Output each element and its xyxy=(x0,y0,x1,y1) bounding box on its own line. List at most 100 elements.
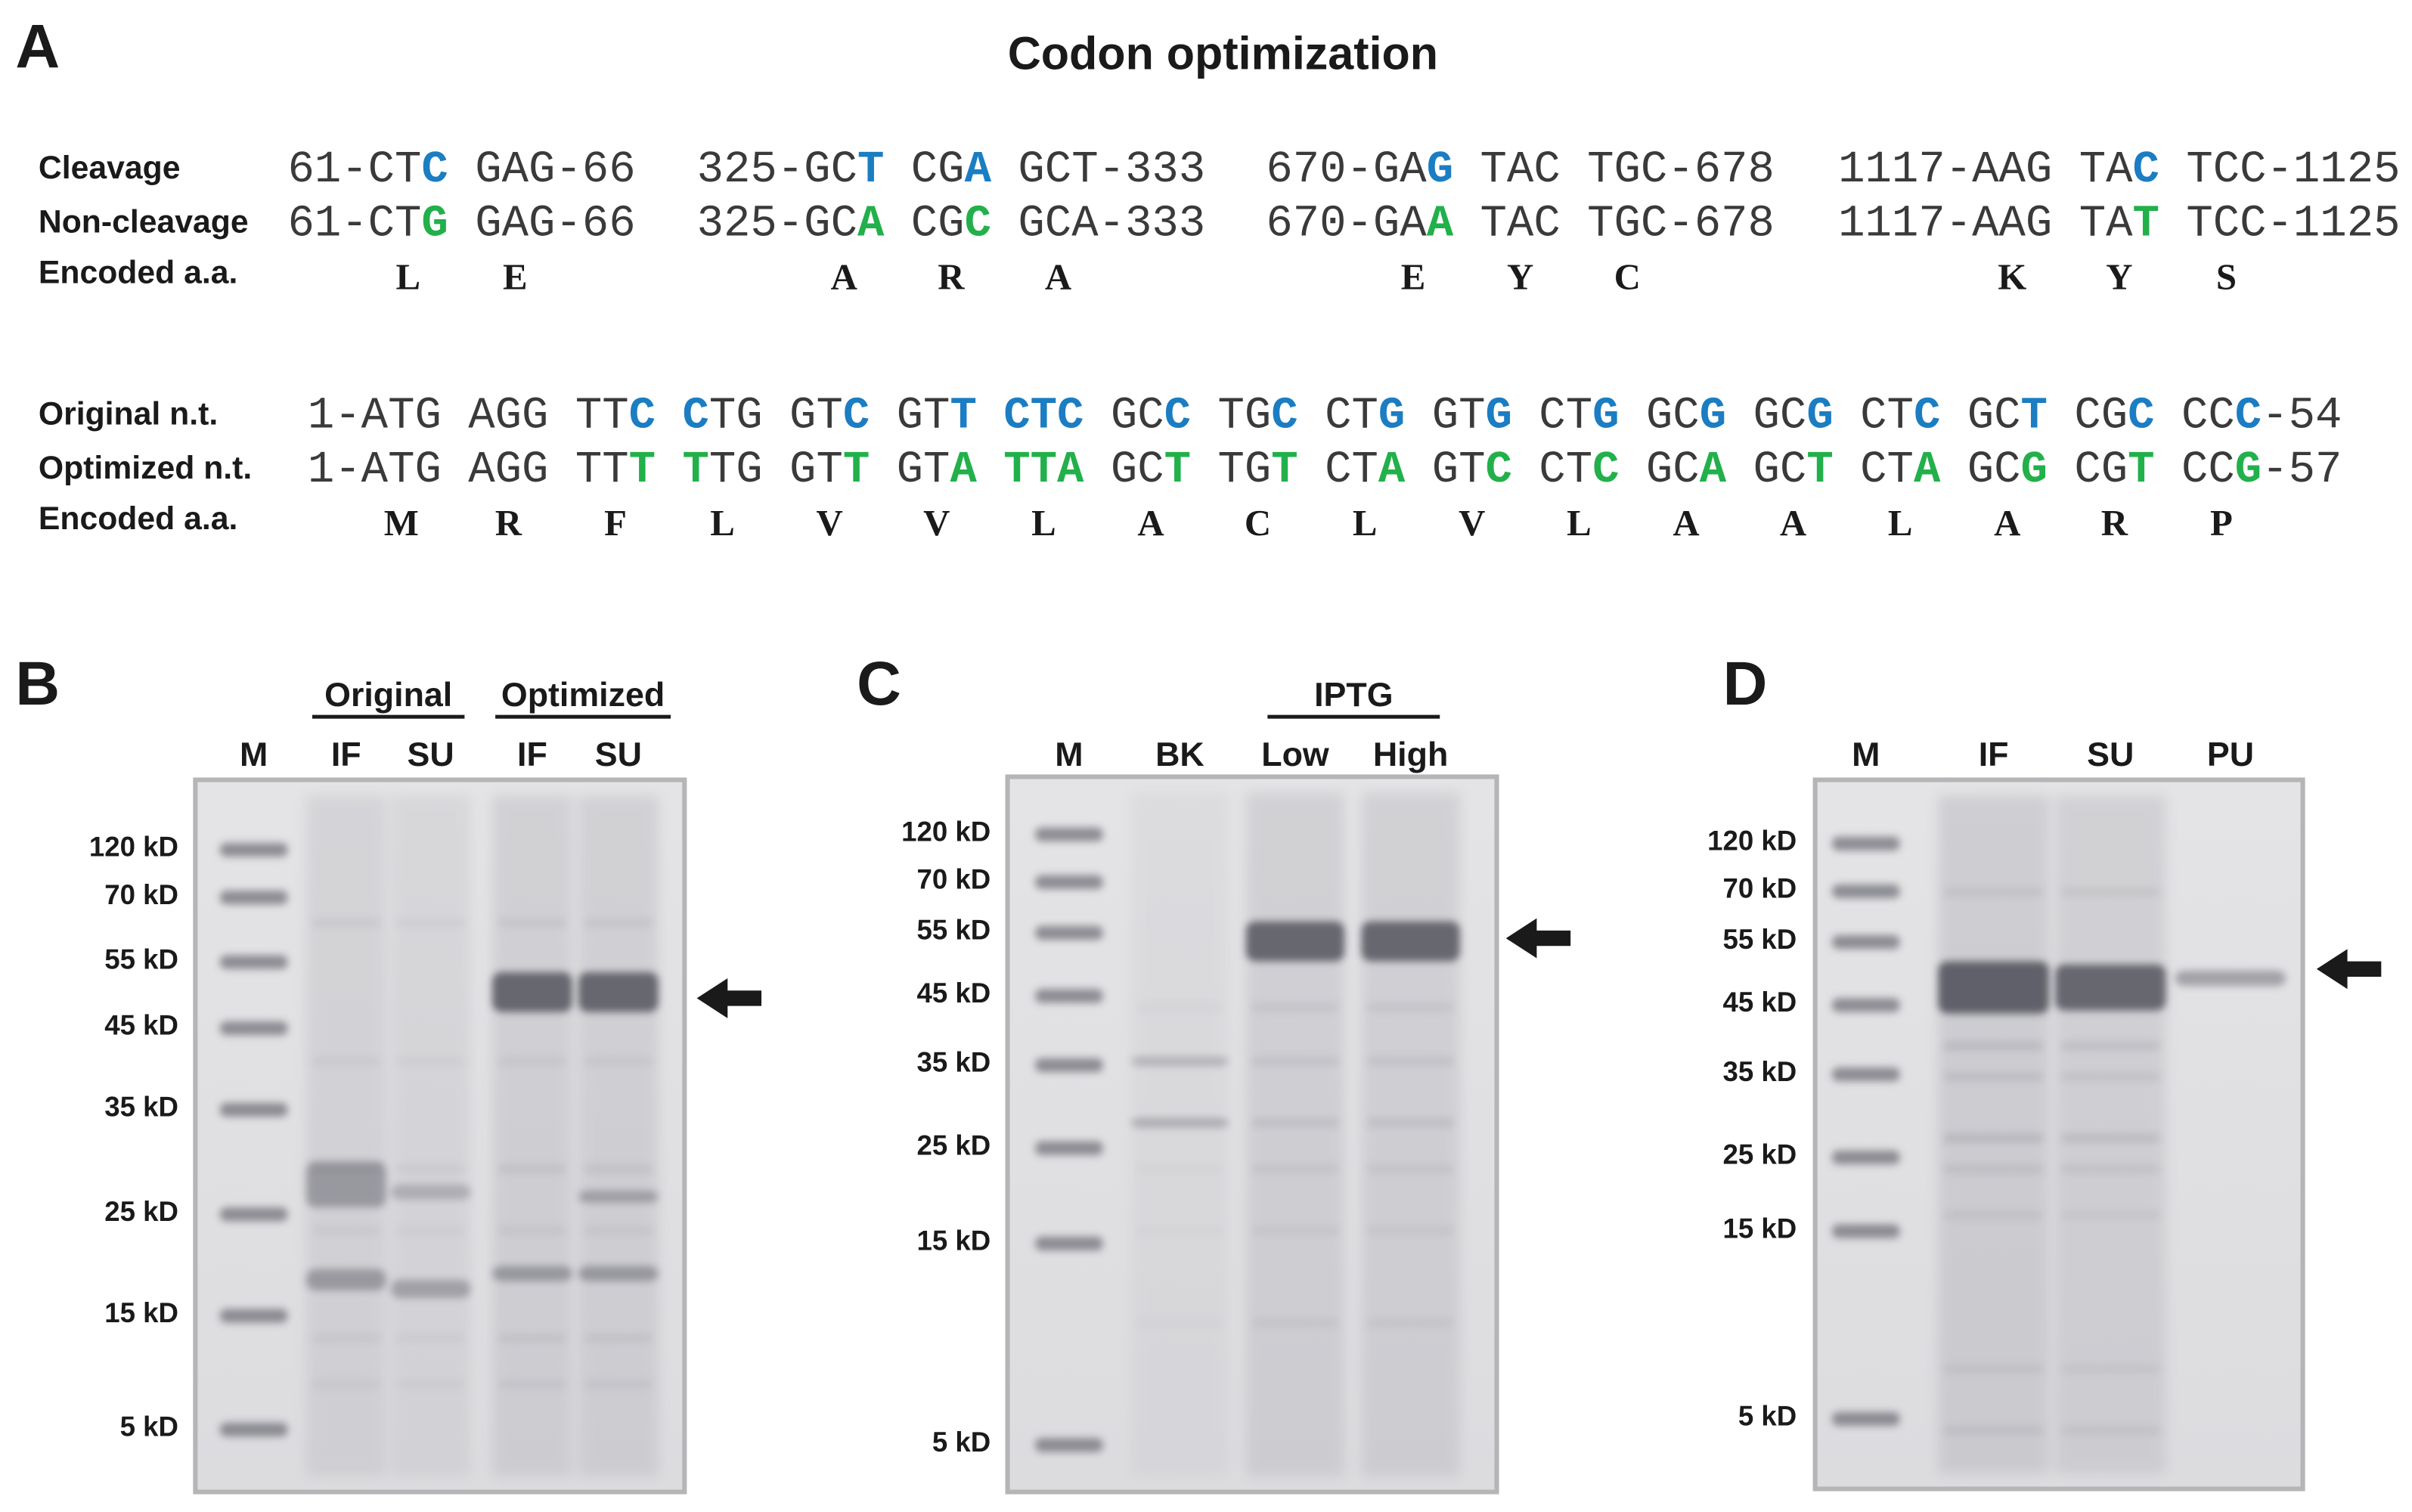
sequence-segment: G xyxy=(1427,144,1453,195)
amino-acid: V xyxy=(817,502,843,544)
band xyxy=(584,1056,653,1066)
sequence-segment: C xyxy=(1592,445,1619,495)
band xyxy=(498,1379,566,1390)
sequence-segment: GT xyxy=(870,391,950,442)
amino-acid: R xyxy=(2101,502,2128,544)
sequence-segment: C xyxy=(1486,445,1512,495)
ladder-band xyxy=(219,1309,288,1323)
sequence: 325-GCA CGC GCA-333 xyxy=(697,198,1206,249)
marker-label: 120 kD xyxy=(901,816,991,847)
lane-smear xyxy=(390,795,471,1477)
sequence-segment: T xyxy=(1806,445,1833,495)
lane-label: Low xyxy=(1261,736,1329,773)
band xyxy=(584,1379,653,1390)
amino-acid: E xyxy=(503,256,528,298)
band xyxy=(1252,1225,1338,1235)
band xyxy=(584,1333,653,1343)
sequence-segment: G xyxy=(1486,391,1512,442)
sequence-segment: GC xyxy=(1084,445,1164,495)
lane-label: M xyxy=(1055,736,1083,773)
band xyxy=(2061,887,2160,897)
sequence-segment: G xyxy=(2021,445,2048,495)
amino-acid: C xyxy=(1614,256,1641,298)
band xyxy=(1367,1225,1454,1235)
sequence-segment: C xyxy=(2235,391,2262,442)
sequence-segment: TTA xyxy=(1003,445,1084,495)
band xyxy=(498,1164,566,1174)
ladder-band xyxy=(1832,1411,1900,1426)
sequence-segment: C xyxy=(1271,391,1297,442)
band xyxy=(1252,1056,1338,1066)
band xyxy=(1252,1002,1338,1012)
band xyxy=(1245,921,1345,962)
sequence-segment: 1-ATG AGG TT xyxy=(308,391,629,442)
sequence-segment: C xyxy=(2133,144,2159,195)
lane-label: High xyxy=(1373,736,1448,773)
band xyxy=(2061,1425,2160,1436)
sequence-segment: GC xyxy=(1084,391,1164,442)
sequence-segment: 670-GA xyxy=(1266,198,1427,249)
lane-label: IF xyxy=(517,736,547,773)
marker-label: 55 kD xyxy=(104,943,178,974)
band xyxy=(312,918,380,928)
sequence-segment: T xyxy=(682,445,708,495)
band xyxy=(2061,1072,2160,1082)
marker-label: 35 kD xyxy=(1723,1056,1797,1087)
marker-label: 35 kD xyxy=(104,1092,178,1123)
sequence-segment: GC xyxy=(1726,391,1806,442)
band xyxy=(312,1225,380,1235)
lane-group: IPTG xyxy=(1314,676,1393,714)
amino-acid: S xyxy=(2216,256,2237,298)
band xyxy=(578,971,659,1012)
amino-acid: R xyxy=(495,502,522,544)
band xyxy=(498,1056,566,1066)
amino-acid: Y xyxy=(1507,256,1533,298)
band xyxy=(498,1225,566,1235)
band xyxy=(396,1164,465,1174)
amino-acid: L xyxy=(395,256,420,298)
band xyxy=(584,1225,653,1235)
marker-label: 45 kD xyxy=(104,1010,178,1041)
band xyxy=(1136,1002,1223,1012)
sequence-segment: T xyxy=(950,391,976,442)
amino-acid: L xyxy=(1567,502,1592,544)
band xyxy=(1944,1072,2043,1082)
band xyxy=(305,1161,386,1208)
band xyxy=(1938,961,2049,1014)
sequence-segment: T xyxy=(629,445,656,495)
amino-acid: C xyxy=(1245,502,1271,544)
band xyxy=(390,1184,471,1200)
band xyxy=(396,918,465,928)
band xyxy=(2061,1041,2160,1051)
sequence-segment: 1-ATG AGG TT xyxy=(308,445,629,495)
sequence-segment: G xyxy=(1700,391,1726,442)
band xyxy=(1367,1164,1454,1174)
band xyxy=(312,1333,380,1343)
sequence-segment: GT xyxy=(1405,391,1485,442)
sequence-segment: C xyxy=(1164,391,1191,442)
sequence-segment: CG xyxy=(884,144,964,195)
sequence-segment: 670-GA xyxy=(1266,144,1427,195)
sequence-segment: G xyxy=(2235,445,2262,495)
sequence-segment: GC xyxy=(1620,391,1700,442)
ladder-band xyxy=(219,955,288,969)
marker-label: 25 kD xyxy=(916,1129,991,1160)
amino-acid: V xyxy=(1459,502,1485,544)
ladder-band xyxy=(219,1422,288,1437)
sequence-segment: A xyxy=(1700,445,1727,495)
panel-label: A xyxy=(15,13,60,82)
sequence-segment: C xyxy=(2128,391,2154,442)
marker-label: 15 kD xyxy=(104,1297,178,1328)
ladder-band xyxy=(1035,1438,1103,1452)
ladder-band xyxy=(1832,1150,1900,1165)
sequence-segment: TAC TGC-678 xyxy=(1453,144,1775,195)
marker-label: 70 kD xyxy=(916,863,991,894)
lane-label: SU xyxy=(2087,736,2134,773)
amino-acid: A xyxy=(1994,502,2020,544)
arrow xyxy=(2316,949,2382,990)
lane-label: SU xyxy=(595,736,642,773)
ladder-band xyxy=(1035,925,1103,940)
ladder-band xyxy=(1035,1058,1103,1073)
sequence-segment: TCC-1125 xyxy=(2159,144,2401,195)
amino-acid: L xyxy=(710,502,735,544)
